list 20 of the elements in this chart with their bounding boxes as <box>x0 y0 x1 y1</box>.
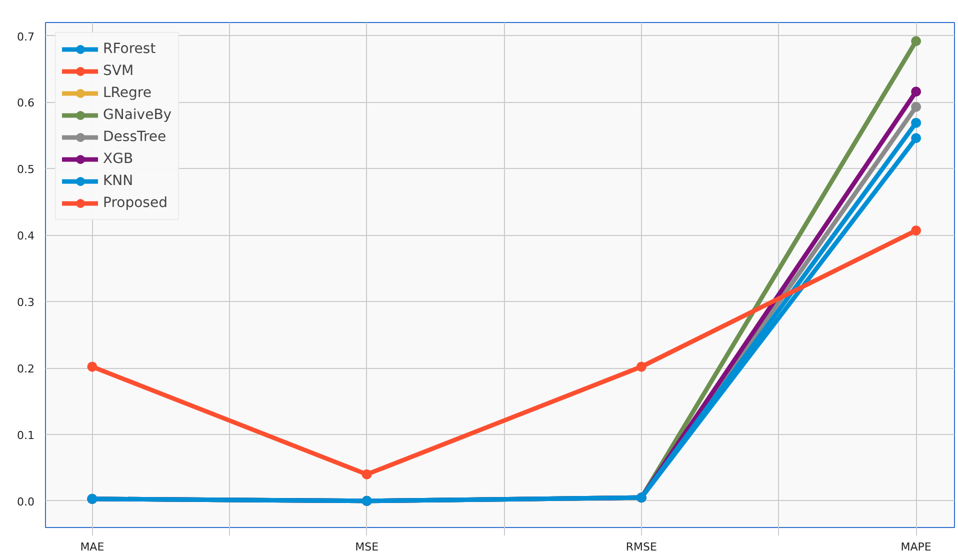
x-tick-label: MSE <box>355 540 379 554</box>
y-tick-label: 0.3 <box>17 296 35 310</box>
legend-label: DessTree <box>103 129 166 145</box>
y-tick-label: 0.2 <box>17 362 35 376</box>
legend-label: KNN <box>103 173 134 189</box>
y-tick-label: 0.6 <box>17 96 35 110</box>
y-tick-label: 0.4 <box>17 230 35 243</box>
x-tick-label: MAE <box>80 540 104 554</box>
legend-label: XGB <box>103 151 134 167</box>
legend-label: LRegre <box>103 85 152 101</box>
legend-label: SVM <box>103 63 134 79</box>
y-tick-label: 0.7 <box>17 30 35 44</box>
legend-label: RForest <box>103 41 156 57</box>
x-tick-label: MAPE <box>900 540 932 554</box>
x-tick-label: RMSE <box>626 540 658 554</box>
legend-label: Proposed <box>103 195 168 211</box>
y-tick-label: 0.1 <box>17 428 35 442</box>
y-tick-label: 0.5 <box>17 163 35 176</box>
y-tick-label: 0.0 <box>17 495 35 508</box>
legend-label: GNaiveBy <box>103 107 172 123</box>
